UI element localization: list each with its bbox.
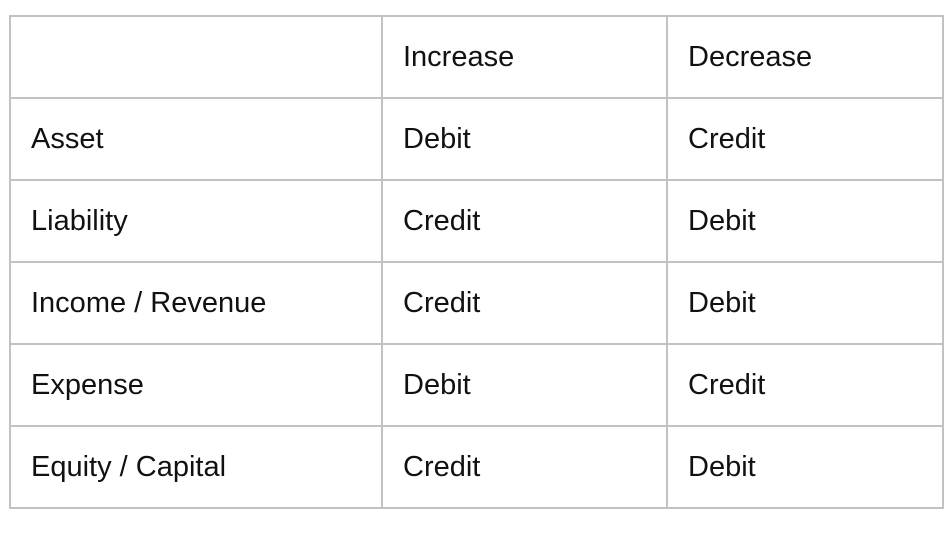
header-cell-decrease: Decrease: [666, 15, 944, 99]
table-row: Liability Credit Debit: [9, 179, 944, 263]
decrease-cell: Debit: [666, 425, 944, 509]
decrease-cell: Debit: [666, 261, 944, 345]
increase-cell: Credit: [381, 179, 668, 263]
decrease-cell: Credit: [666, 97, 944, 181]
account-type-cell: Expense: [9, 343, 383, 427]
account-type-cell: Asset: [9, 97, 383, 181]
account-type-cell: Equity / Capital: [9, 425, 383, 509]
debit-credit-table-container: Increase Decrease Asset Debit Credit Lia…: [9, 15, 944, 509]
table-row: Income / Revenue Credit Debit: [9, 261, 944, 345]
header-row: Increase Decrease: [9, 15, 944, 99]
increase-cell: Debit: [381, 97, 668, 181]
header-cell-corner: [9, 15, 383, 99]
account-type-cell: Income / Revenue: [9, 261, 383, 345]
decrease-cell: Debit: [666, 179, 944, 263]
debit-credit-rules-table: Increase Decrease Asset Debit Credit Lia…: [9, 15, 944, 509]
increase-cell: Debit: [381, 343, 668, 427]
account-type-cell: Liability: [9, 179, 383, 263]
table-row: Expense Debit Credit: [9, 343, 944, 427]
table-row: Asset Debit Credit: [9, 97, 944, 181]
decrease-cell: Credit: [666, 343, 944, 427]
header-cell-increase: Increase: [381, 15, 668, 99]
increase-cell: Credit: [381, 425, 668, 509]
increase-cell: Credit: [381, 261, 668, 345]
table-row: Equity / Capital Credit Debit: [9, 425, 944, 509]
